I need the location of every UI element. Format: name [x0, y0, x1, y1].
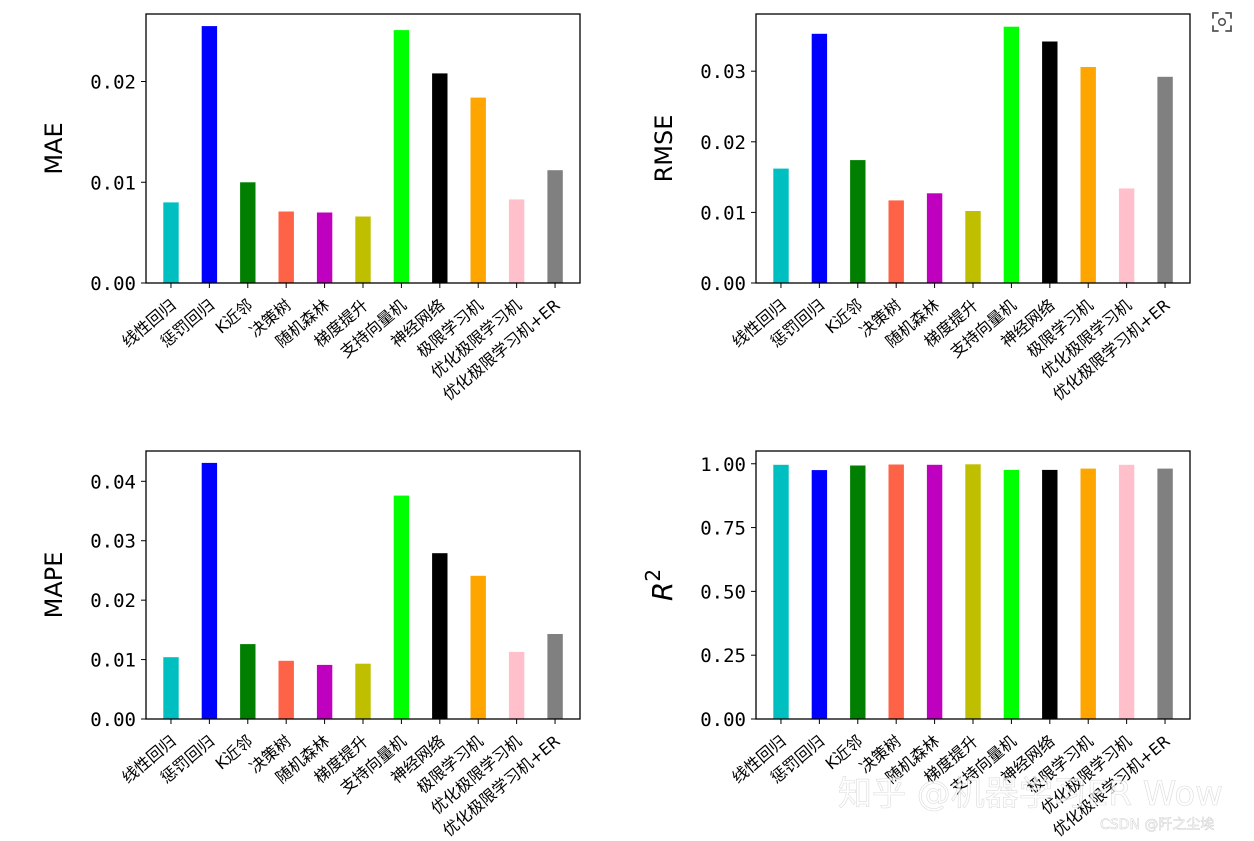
bar-mae-0 [163, 202, 179, 283]
y-tick-label: 0.01 [700, 202, 746, 224]
y-tick-label: 0.03 [700, 61, 746, 83]
bar-r2-8 [1080, 468, 1096, 719]
y-axis-label: MAPE [40, 552, 68, 619]
bar-rmse-6 [1003, 26, 1020, 283]
bar-r2-6 [1003, 469, 1020, 719]
bar-mae-6 [393, 30, 410, 283]
y-tick-label: 0.03 [90, 531, 136, 553]
bar-mape-7 [432, 553, 448, 719]
y-axis-label: RMSE [650, 115, 678, 183]
subplot-r2: 线性回归惩罚回归K近邻决策树随机森林梯度提升支持向量机神经网络极限学习机优化极限… [641, 450, 1191, 840]
bar-r2-9 [1118, 464, 1135, 719]
y-tick-label: 0.00 [700, 709, 746, 731]
bar-mae-3 [278, 211, 294, 283]
y-tick-label: 0.25 [700, 645, 746, 667]
bar-mape-6 [393, 495, 410, 719]
bar-mape-0 [163, 657, 179, 719]
bar-mape-2 [240, 644, 256, 719]
y-tick-label: 0.02 [700, 132, 746, 154]
bar-mape-10 [547, 634, 563, 719]
bar-mae-10 [547, 170, 563, 283]
y-tick-label: 0.50 [700, 581, 746, 603]
y-tick-label: 0.02 [90, 72, 136, 94]
y-axis-label: MAE [40, 122, 68, 174]
bar-rmse-1 [811, 33, 828, 283]
subplot-rmse: 线性回归惩罚回归K近邻决策树随机森林梯度提升支持向量机神经网络极限学习机优化极限… [650, 13, 1191, 404]
y-tick-label: 0.00 [700, 273, 746, 295]
bar-mae-2 [240, 182, 256, 283]
bar-rmse-3 [888, 200, 904, 283]
bar-mape-4 [316, 664, 333, 719]
y-tick-label: 0.04 [90, 471, 136, 493]
y-tick-label: 0.75 [700, 518, 746, 540]
bar-rmse-5 [965, 211, 981, 283]
bar-mae-9 [508, 199, 525, 283]
y-tick-label: 0.02 [90, 590, 136, 612]
bar-rmse-7 [1042, 41, 1058, 283]
bar-rmse-2 [850, 160, 866, 283]
bar-r2-4 [926, 464, 943, 719]
y-tick-label: 1.00 [700, 454, 746, 476]
bar-r2-0 [773, 464, 789, 719]
watermark-zhihu: 知乎 @机器学习ER Wow [838, 774, 1223, 814]
y-tick-label: 0.00 [90, 273, 136, 295]
y-tick-label: 0.01 [90, 172, 136, 194]
bar-r2-3 [888, 464, 904, 719]
axes-frame [145, 450, 581, 720]
bar-r2-1 [811, 470, 828, 719]
bar-mape-3 [278, 660, 294, 719]
axes-frame [755, 450, 1191, 720]
bar-r2-2 [850, 465, 866, 719]
bar-r2-10 [1157, 468, 1173, 719]
axes-frame [755, 13, 1191, 284]
bar-mae-4 [316, 212, 333, 283]
bar-r2-5 [965, 464, 981, 719]
subplot-mape: 线性回归惩罚回归K近邻决策树随机森林梯度提升支持向量机神经网络极限学习机优化极限… [40, 450, 581, 840]
bar-mae-8 [470, 97, 486, 283]
bar-mape-1 [201, 462, 218, 719]
axes-frame [145, 13, 581, 284]
bar-rmse-4 [926, 193, 943, 283]
bar-rmse-8 [1080, 67, 1096, 283]
bar-rmse-10 [1157, 76, 1173, 283]
subplot-mae: 线性回归惩罚回归K近邻决策树随机森林梯度提升支持向量机神经网络极限学习机优化极限… [40, 13, 581, 404]
bar-mae-7 [432, 73, 448, 284]
scan-icon[interactable] [1212, 12, 1232, 32]
bar-mae-1 [201, 26, 218, 283]
watermark-csdn: CSDN @阡之尘埃 [1100, 817, 1214, 833]
bar-r2-7 [1042, 469, 1058, 719]
bar-rmse-0 [773, 168, 789, 283]
y-axis-label: R2 [641, 569, 679, 601]
bar-rmse-9 [1118, 188, 1135, 283]
y-tick-label: 0.00 [90, 709, 136, 731]
bar-mae-5 [355, 216, 371, 283]
subplot-grid: 线性回归惩罚回归K近邻决策树随机森林梯度提升支持向量机神经网络极限学习机优化极限… [40, 13, 1191, 840]
y-tick-label: 0.01 [90, 650, 136, 672]
bar-mape-8 [470, 575, 486, 719]
bar-mape-5 [355, 663, 371, 719]
bar-mape-9 [508, 651, 525, 719]
